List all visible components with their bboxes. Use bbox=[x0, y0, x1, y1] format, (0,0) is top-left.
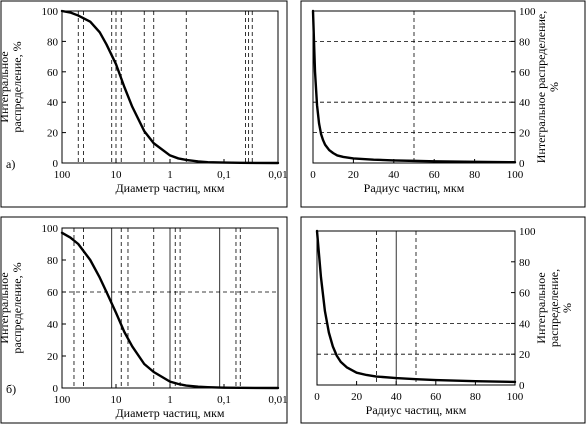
x-tick-label: 20 bbox=[351, 391, 363, 403]
x-tick-label: 80 bbox=[469, 169, 481, 181]
x-tick-label: 100 bbox=[507, 391, 524, 403]
y-axis-label: распределение, % bbox=[10, 41, 24, 132]
x-axis-label: Диаметр частиц, мкм bbox=[115, 181, 224, 195]
y-tick-label: 20 bbox=[47, 351, 59, 363]
y-axis-label: % bbox=[547, 82, 561, 92]
frame-panel-b-right bbox=[300, 216, 586, 424]
y-tick-label: 100 bbox=[42, 223, 59, 235]
series-line bbox=[311, 9, 517, 164]
y-tick-label: 40 bbox=[47, 319, 59, 331]
y-tick-label: 0 bbox=[519, 158, 525, 170]
x-axis-label: Диаметр частиц, мкм bbox=[115, 406, 224, 420]
series-line bbox=[60, 9, 280, 165]
x-tick-label: 0 bbox=[314, 391, 320, 403]
x-tick-label: 20 bbox=[348, 169, 360, 181]
panel-letter: а) bbox=[6, 157, 15, 171]
frame-panel-a-right bbox=[300, 0, 586, 208]
y-tick-label: 80 bbox=[47, 255, 59, 267]
y-axis-label: % bbox=[560, 303, 574, 313]
y-axis-label: распределение, % bbox=[10, 262, 24, 353]
y-tick-label: 60 bbox=[519, 67, 531, 79]
y-tick-label: 20 bbox=[519, 349, 531, 361]
y-axis-label: Интегральное распределение, bbox=[534, 11, 548, 164]
y-tick-label: 60 bbox=[519, 288, 531, 300]
y-tick-label: 40 bbox=[519, 97, 531, 109]
y-tick-label: 100 bbox=[519, 6, 536, 18]
x-tick-label: 10 bbox=[111, 394, 123, 406]
y-tick-label: 40 bbox=[519, 318, 531, 330]
x-tick-label: 1 bbox=[167, 169, 173, 181]
y-tick-label: 80 bbox=[519, 257, 531, 269]
y-tick-label: 0 bbox=[53, 158, 59, 170]
x-tick-label: 40 bbox=[388, 169, 400, 181]
x-tick-label: 100 bbox=[54, 169, 71, 181]
x-tick-label: 60 bbox=[430, 391, 442, 403]
y-tick-label: 100 bbox=[42, 6, 59, 18]
y-tick-label: 60 bbox=[47, 67, 59, 79]
y-tick-label: 40 bbox=[47, 97, 59, 109]
x-tick-label: 60 bbox=[429, 169, 441, 181]
y-axis-label: Интегральное bbox=[0, 272, 11, 343]
x-axis-label: Радиус частиц, мкм bbox=[364, 181, 465, 195]
x-tick-label: 10 bbox=[111, 169, 123, 181]
x-tick-label: 0,01 bbox=[268, 169, 287, 181]
x-tick-label: 40 bbox=[391, 391, 403, 403]
y-tick-label: 20 bbox=[519, 128, 531, 140]
y-tick-label: 0 bbox=[53, 383, 59, 395]
chart-diameter-a: 0 20 40 60 80 100 100 10 1 0,1 0,01 Диаметр частиц,… bbox=[0, 6, 288, 195]
y-axis-label: Интегральное bbox=[534, 272, 548, 343]
plot-area bbox=[61, 10, 279, 164]
y-axis-label: Интегральное bbox=[0, 51, 11, 122]
y-tick-label: 20 bbox=[47, 128, 59, 140]
chart-diameter-b: 0 20 40 60 80 100 100 10 1 0,1 0,01 Диаметр частиц,… bbox=[0, 223, 288, 420]
y-tick-label: 60 bbox=[47, 287, 59, 299]
y-tick-label: 100 bbox=[519, 226, 536, 238]
x-axis-label: Радиус частиц, мкм bbox=[366, 403, 467, 417]
series-line bbox=[60, 231, 280, 390]
x-tick-label: 0,1 bbox=[217, 394, 231, 406]
y-tick-label: 80 bbox=[519, 36, 531, 48]
x-tick-label: 0,01 bbox=[268, 394, 287, 406]
y-axis-label: распределение, bbox=[547, 269, 561, 347]
panel-letter: б) bbox=[6, 382, 16, 396]
x-tick-label: 100 bbox=[54, 394, 71, 406]
y-tick-label: 0 bbox=[519, 380, 525, 392]
x-tick-label: 0,1 bbox=[217, 169, 231, 181]
y-tick-label: 80 bbox=[47, 36, 59, 48]
x-tick-label: 0 bbox=[310, 169, 316, 181]
x-tick-label: 80 bbox=[470, 391, 482, 403]
frame-panel-a-left bbox=[0, 0, 288, 208]
x-tick-label: 1 bbox=[167, 394, 173, 406]
frame-panel-b-left bbox=[0, 216, 288, 424]
x-tick-label: 100 bbox=[507, 169, 524, 181]
series-line bbox=[315, 229, 517, 384]
